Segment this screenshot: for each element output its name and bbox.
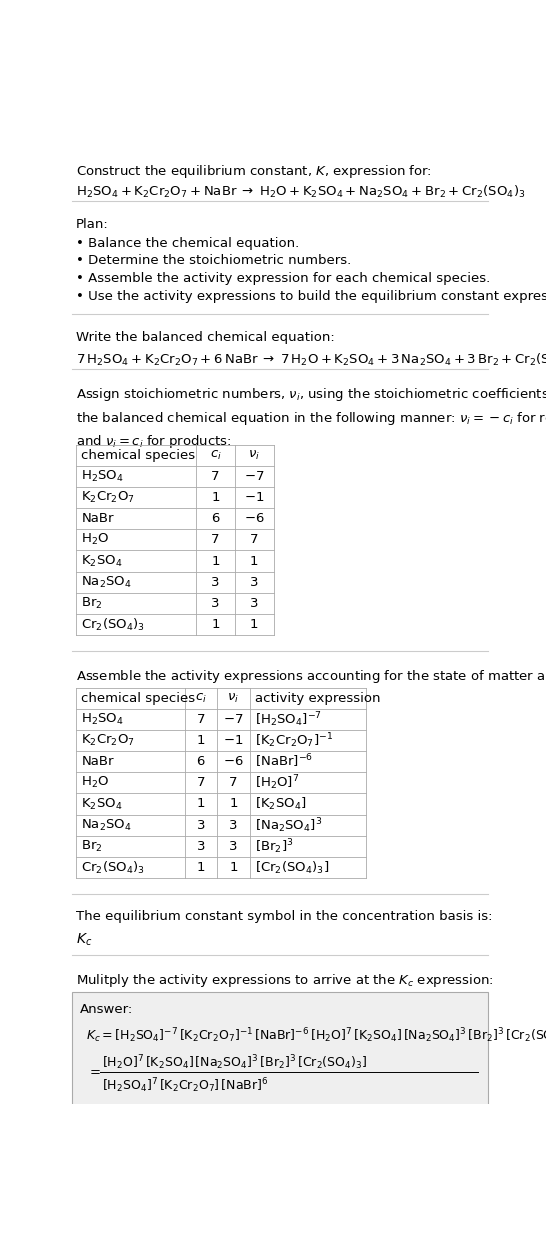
Text: 1: 1 xyxy=(197,798,205,810)
Text: 3: 3 xyxy=(197,819,205,831)
Text: $[\mathrm{Br_2}]^3$: $[\mathrm{Br_2}]^3$ xyxy=(255,836,294,856)
Text: $[\mathrm{NaBr}]^{-6}$: $[\mathrm{NaBr}]^{-6}$ xyxy=(255,753,313,771)
Text: $\mathrm{H_2SO_4 + K_2Cr_2O_7 + NaBr \;\rightarrow\; H_2O + K_2SO_4 + Na_2SO_4 +: $\mathrm{H_2SO_4 + K_2Cr_2O_7 + NaBr \;\… xyxy=(76,185,525,201)
Text: 1: 1 xyxy=(229,798,238,810)
Text: $\nu_i$: $\nu_i$ xyxy=(227,691,239,705)
Text: NaBr: NaBr xyxy=(81,755,114,768)
Bar xyxy=(76,688,366,879)
Text: 6: 6 xyxy=(197,755,205,768)
Text: 7: 7 xyxy=(197,712,205,726)
Text: $[\mathrm{K_2SO_4}]$: $[\mathrm{K_2SO_4}]$ xyxy=(255,795,307,812)
Text: $[\mathrm{H_2O}]^7\,[\mathrm{K_2SO_4}]\,[\mathrm{Na_2SO_4}]^3\,[\mathrm{Br_2}]^3: $[\mathrm{H_2O}]^7\,[\mathrm{K_2SO_4}]\,… xyxy=(102,1052,367,1071)
Text: 1: 1 xyxy=(250,618,258,632)
Text: 1: 1 xyxy=(197,733,205,747)
Text: =: = xyxy=(89,1066,100,1078)
Text: $c_i$: $c_i$ xyxy=(195,691,207,705)
Text: $\mathrm{H_2SO_4}$: $\mathrm{H_2SO_4}$ xyxy=(81,712,124,727)
Text: $[\mathrm{K_2Cr_2O_7}]^{-1}$: $[\mathrm{K_2Cr_2O_7}]^{-1}$ xyxy=(255,731,333,750)
Text: $\mathrm{Br_2}$: $\mathrm{Br_2}$ xyxy=(81,596,103,611)
Text: $[\mathrm{Na_2SO_4}]^3$: $[\mathrm{Na_2SO_4}]^3$ xyxy=(255,815,322,834)
Text: $-6$: $-6$ xyxy=(223,755,244,768)
Text: Assemble the activity expressions accounting for the state of matter and $\nu_i$: Assemble the activity expressions accoun… xyxy=(76,668,546,685)
Text: $K_c$: $K_c$ xyxy=(76,932,92,948)
Bar xyxy=(72,992,488,1116)
Text: 3: 3 xyxy=(197,840,205,853)
Text: $\mathrm{Cr_2(SO_4)_3}$: $\mathrm{Cr_2(SO_4)_3}$ xyxy=(81,617,145,633)
Text: Answer:: Answer: xyxy=(80,1003,133,1016)
Text: $\mathrm{H_2O}$: $\mathrm{H_2O}$ xyxy=(81,532,110,547)
Text: Plan:: Plan: xyxy=(76,218,109,231)
Text: $\mathrm{H_2O}$: $\mathrm{H_2O}$ xyxy=(81,776,110,791)
Text: $-1$: $-1$ xyxy=(244,491,264,504)
Text: $-7$: $-7$ xyxy=(223,712,244,726)
Text: $c_i$: $c_i$ xyxy=(210,449,222,462)
Text: 7: 7 xyxy=(211,534,219,546)
Text: $\mathrm{H_2SO_4}$: $\mathrm{H_2SO_4}$ xyxy=(81,469,124,484)
Text: 1: 1 xyxy=(229,861,238,874)
Text: chemical species: chemical species xyxy=(81,691,195,705)
Text: 1: 1 xyxy=(211,555,219,567)
Text: 3: 3 xyxy=(211,576,219,588)
Text: $\mathrm{Na_2SO_4}$: $\mathrm{Na_2SO_4}$ xyxy=(81,575,132,589)
Text: Construct the equilibrium constant, $K$, expression for:: Construct the equilibrium constant, $K$,… xyxy=(76,163,432,180)
Text: $[\mathrm{H_2O}]^7$: $[\mathrm{H_2O}]^7$ xyxy=(255,773,299,792)
Text: activity expression: activity expression xyxy=(255,691,381,705)
Text: • Determine the stoichiometric numbers.: • Determine the stoichiometric numbers. xyxy=(76,254,351,267)
Text: $-7$: $-7$ xyxy=(244,470,264,483)
Text: 7: 7 xyxy=(197,777,205,789)
Text: 1: 1 xyxy=(197,861,205,874)
Text: $[\mathrm{H_2SO_4}]^{-7}$: $[\mathrm{H_2SO_4}]^{-7}$ xyxy=(255,710,322,728)
Text: $\mathrm{K_2SO_4}$: $\mathrm{K_2SO_4}$ xyxy=(81,553,123,568)
Text: 3: 3 xyxy=(229,819,238,831)
Text: 7: 7 xyxy=(250,534,258,546)
Text: $\mathrm{K_2SO_4}$: $\mathrm{K_2SO_4}$ xyxy=(81,797,123,812)
Text: Write the balanced chemical equation:: Write the balanced chemical equation: xyxy=(76,330,335,344)
Text: $\mathrm{Br_2}$: $\mathrm{Br_2}$ xyxy=(81,839,103,854)
Text: 7: 7 xyxy=(211,470,219,483)
Text: Assign stoichiometric numbers, $\nu_i$, using the stoichiometric coefficients, $: Assign stoichiometric numbers, $\nu_i$, … xyxy=(76,386,546,450)
Text: 1: 1 xyxy=(211,491,219,504)
Text: $[\mathrm{Cr_2(SO_4)_3}]$: $[\mathrm{Cr_2(SO_4)_3}]$ xyxy=(255,860,329,876)
Text: $-1$: $-1$ xyxy=(223,733,244,747)
Text: 3: 3 xyxy=(211,597,219,609)
Text: $\mathrm{7\,H_2SO_4 + K_2Cr_2O_7 + 6\,NaBr \;\rightarrow\; 7\,H_2O + K_2SO_4 + 3: $\mathrm{7\,H_2SO_4 + K_2Cr_2O_7 + 6\,Na… xyxy=(76,352,546,369)
Text: $[\mathrm{H_2SO_4}]^7\,[\mathrm{K_2Cr_2O_7}]\,[\mathrm{NaBr}]^6$: $[\mathrm{H_2SO_4}]^7\,[\mathrm{K_2Cr_2O… xyxy=(102,1077,268,1096)
Text: Mulitply the activity expressions to arrive at the $K_c$ expression:: Mulitply the activity expressions to arr… xyxy=(76,972,494,989)
Text: 7: 7 xyxy=(229,777,238,789)
Text: $\mathrm{Na_2SO_4}$: $\mathrm{Na_2SO_4}$ xyxy=(81,818,132,833)
Text: chemical species: chemical species xyxy=(81,449,195,462)
Bar xyxy=(76,444,274,635)
Text: 3: 3 xyxy=(250,597,258,609)
Text: $\mathrm{K_2Cr_2O_7}$: $\mathrm{K_2Cr_2O_7}$ xyxy=(81,490,135,505)
Text: NaBr: NaBr xyxy=(81,513,114,525)
Text: • Use the activity expressions to build the equilibrium constant expression.: • Use the activity expressions to build … xyxy=(76,290,546,303)
Text: $\mathrm{Cr_2(SO_4)_3}$: $\mathrm{Cr_2(SO_4)_3}$ xyxy=(81,860,145,876)
Text: $K_c = [\mathrm{H_2SO_4}]^{-7}\,[\mathrm{K_2Cr_2O_7}]^{-1}\,[\mathrm{NaBr}]^{-6}: $K_c = [\mathrm{H_2SO_4}]^{-7}\,[\mathrm… xyxy=(86,1026,546,1045)
Text: The equilibrium constant symbol in the concentration basis is:: The equilibrium constant symbol in the c… xyxy=(76,911,492,923)
Text: 6: 6 xyxy=(211,513,219,525)
Text: • Assemble the activity expression for each chemical species.: • Assemble the activity expression for e… xyxy=(76,272,490,285)
Text: • Balance the chemical equation.: • Balance the chemical equation. xyxy=(76,237,299,249)
Text: $-6$: $-6$ xyxy=(244,513,265,525)
Text: 1: 1 xyxy=(211,618,219,632)
Text: 1: 1 xyxy=(250,555,258,567)
Text: $\mathrm{K_2Cr_2O_7}$: $\mathrm{K_2Cr_2O_7}$ xyxy=(81,733,135,748)
Text: $\nu_i$: $\nu_i$ xyxy=(248,449,260,462)
Text: 3: 3 xyxy=(250,576,258,588)
Text: 3: 3 xyxy=(229,840,238,853)
